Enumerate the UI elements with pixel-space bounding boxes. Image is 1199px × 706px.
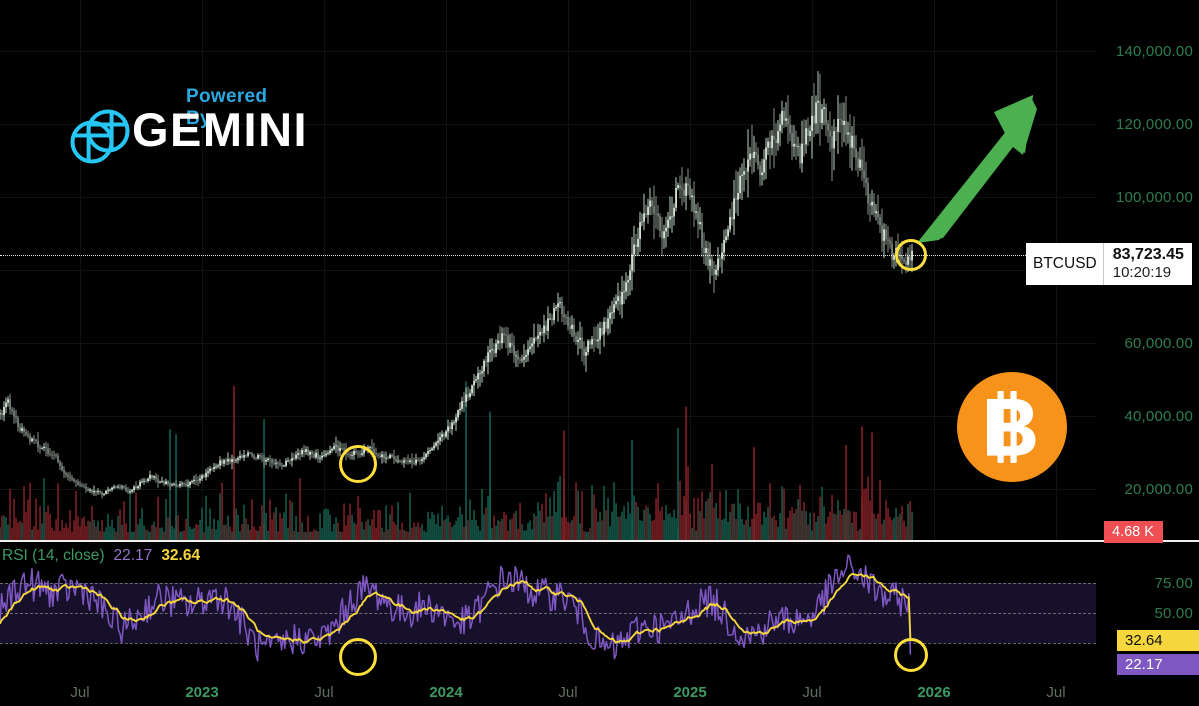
time-tick: Jul — [314, 684, 334, 701]
gridline-v — [202, 0, 203, 540]
gridline-h — [0, 51, 1096, 52]
time-tick: 2024 — [429, 684, 463, 701]
powered-by-label: Powered By — [186, 86, 268, 129]
gemini-logo-icon — [70, 108, 132, 171]
price-axis[interactable]: 140,000.00 120,000.00 100,000.00 60,000.… — [1096, 0, 1199, 540]
panel-divider — [0, 540, 1199, 542]
gridline-h — [0, 124, 1096, 125]
gridline-h — [0, 416, 1096, 417]
time-axis[interactable]: Jul 2023 Jul 2024 Jul 2025 Jul 2026 Jul — [0, 682, 1199, 706]
gridline-h — [0, 197, 1096, 198]
rsi-level-50 — [0, 613, 1096, 614]
rsi-level-30 — [0, 643, 1096, 644]
price-axis-tick: 60,000.00 — [1124, 335, 1193, 352]
gridline-v — [690, 0, 691, 540]
price-tag-values: 83,723.45 10:20:19 — [1102, 243, 1192, 285]
price-tag-symbol: BTCUSD — [1026, 243, 1103, 285]
price-tag[interactable]: BTCUSD 83,723.45 10:20:19 — [1026, 243, 1192, 285]
time-tick: Jul — [802, 684, 822, 701]
price-chart-panel[interactable] — [0, 0, 1096, 540]
time-tick: Jul — [70, 684, 90, 701]
gridline-h — [0, 343, 1096, 344]
price-axis-tick: 20,000.00 — [1124, 481, 1193, 498]
rsi-legend-ma-value: 32.64 — [161, 547, 201, 564]
rsi-legend-name: RSI (14, close) — [2, 547, 105, 564]
gridline-v — [80, 0, 81, 540]
time-tick: 2026 — [917, 684, 951, 701]
gridline-v — [446, 0, 447, 540]
price-tag-price: 83,723.45 — [1112, 246, 1184, 263]
bullish-arrow-icon — [915, 85, 1040, 250]
rsi-axis[interactable]: 75.00 50.00 32.64 22.17 — [1096, 544, 1199, 682]
time-tick: 2025 — [673, 684, 707, 701]
price-axis-tick: 120,000.00 — [1115, 116, 1193, 133]
price-axis-tick: 100,000.00 — [1115, 189, 1193, 206]
gridline-h — [0, 270, 1096, 271]
annotation-circle-rsi-2023 — [339, 638, 377, 676]
gridline-v — [812, 0, 813, 540]
gemini-wordmark: GEMINI — [132, 103, 309, 156]
rsi-axis-tick: 50.00 — [1154, 605, 1193, 622]
price-axis-tick: 40,000.00 — [1124, 408, 1193, 425]
rsi-ma-badge: 32.64 — [1117, 630, 1199, 651]
annotation-circle-price-current — [895, 239, 927, 271]
rsi-level-70 — [0, 583, 1096, 584]
gridline-h — [0, 489, 1096, 490]
annotation-circle-price-consolidation — [339, 445, 377, 483]
rsi-value-badge: 22.17 — [1117, 654, 1199, 675]
time-tick: Jul — [558, 684, 578, 701]
gridline-v — [324, 0, 325, 540]
rsi-panel[interactable]: RSI (14, close) 22.17 32.64 — [0, 544, 1096, 682]
rsi-legend[interactable]: RSI (14, close) 22.17 32.64 — [2, 547, 200, 565]
gridline-v — [568, 0, 569, 540]
bitcoin-logo-icon — [957, 372, 1067, 487]
price-axis-tick: 140,000.00 — [1115, 43, 1193, 60]
price-tag-time: 10:20:19 — [1112, 264, 1172, 282]
current-price-line — [0, 255, 1096, 256]
rsi-legend-value: 22.17 — [113, 547, 153, 564]
volume-badge: 4.68 K — [1104, 521, 1163, 543]
time-tick: Jul — [1046, 684, 1066, 701]
price-candlestick-series — [0, 71, 913, 540]
time-tick: 2023 — [185, 684, 219, 701]
rsi-series — [0, 554, 912, 662]
gridline-v — [934, 0, 935, 540]
rsi-axis-tick: 75.00 — [1154, 575, 1193, 592]
annotation-circle-rsi-current — [894, 638, 928, 672]
